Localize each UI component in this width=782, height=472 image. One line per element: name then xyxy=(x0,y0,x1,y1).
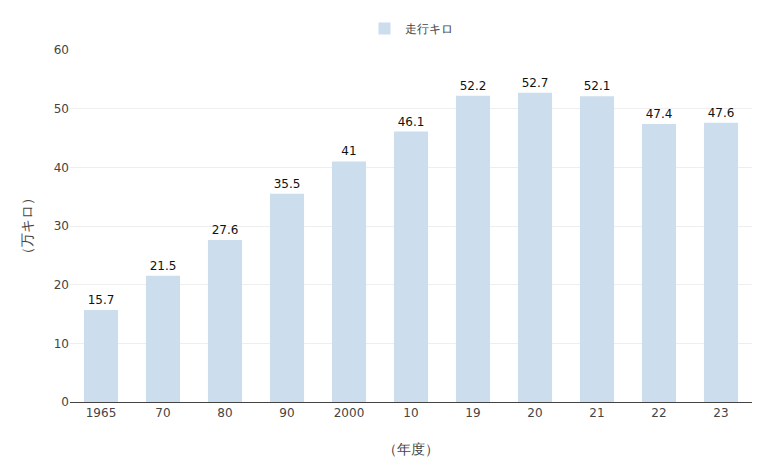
svg-text:52.2: 52.2 xyxy=(460,79,487,93)
svg-text:20: 20 xyxy=(527,406,542,420)
svg-text:21: 21 xyxy=(589,406,604,420)
svg-text:41: 41 xyxy=(341,144,356,158)
svg-text:1965: 1965 xyxy=(86,406,117,420)
svg-text:19: 19 xyxy=(465,406,480,420)
svg-text:52.1: 52.1 xyxy=(584,79,611,93)
svg-text:90: 90 xyxy=(279,406,294,420)
svg-text:10: 10 xyxy=(54,337,69,351)
svg-text:21.5: 21.5 xyxy=(150,259,177,273)
svg-text:（万キロ）: （万キロ） xyxy=(19,191,35,261)
svg-text:22: 22 xyxy=(651,406,666,420)
svg-text:10: 10 xyxy=(403,406,418,420)
svg-text:40: 40 xyxy=(54,161,69,175)
svg-text:走行キロ: 走行キロ xyxy=(405,22,453,36)
svg-text:0: 0 xyxy=(61,395,69,409)
svg-text:30: 30 xyxy=(54,219,69,233)
svg-text:70: 70 xyxy=(155,406,170,420)
svg-text:15.7: 15.7 xyxy=(88,293,115,307)
svg-text:47.6: 47.6 xyxy=(708,106,735,120)
svg-text:80: 80 xyxy=(217,406,232,420)
svg-text:2000: 2000 xyxy=(334,406,365,420)
svg-text:60: 60 xyxy=(54,43,69,57)
svg-text:46.1: 46.1 xyxy=(398,115,425,129)
svg-text:（年度）: （年度） xyxy=(383,441,439,457)
svg-text:50: 50 xyxy=(54,102,69,116)
svg-text:23: 23 xyxy=(713,406,728,420)
svg-text:27.6: 27.6 xyxy=(212,223,239,237)
svg-text:35.5: 35.5 xyxy=(274,177,301,191)
svg-text:52.7: 52.7 xyxy=(522,76,549,90)
svg-text:47.4: 47.4 xyxy=(646,107,673,121)
svg-text:20: 20 xyxy=(54,278,69,292)
